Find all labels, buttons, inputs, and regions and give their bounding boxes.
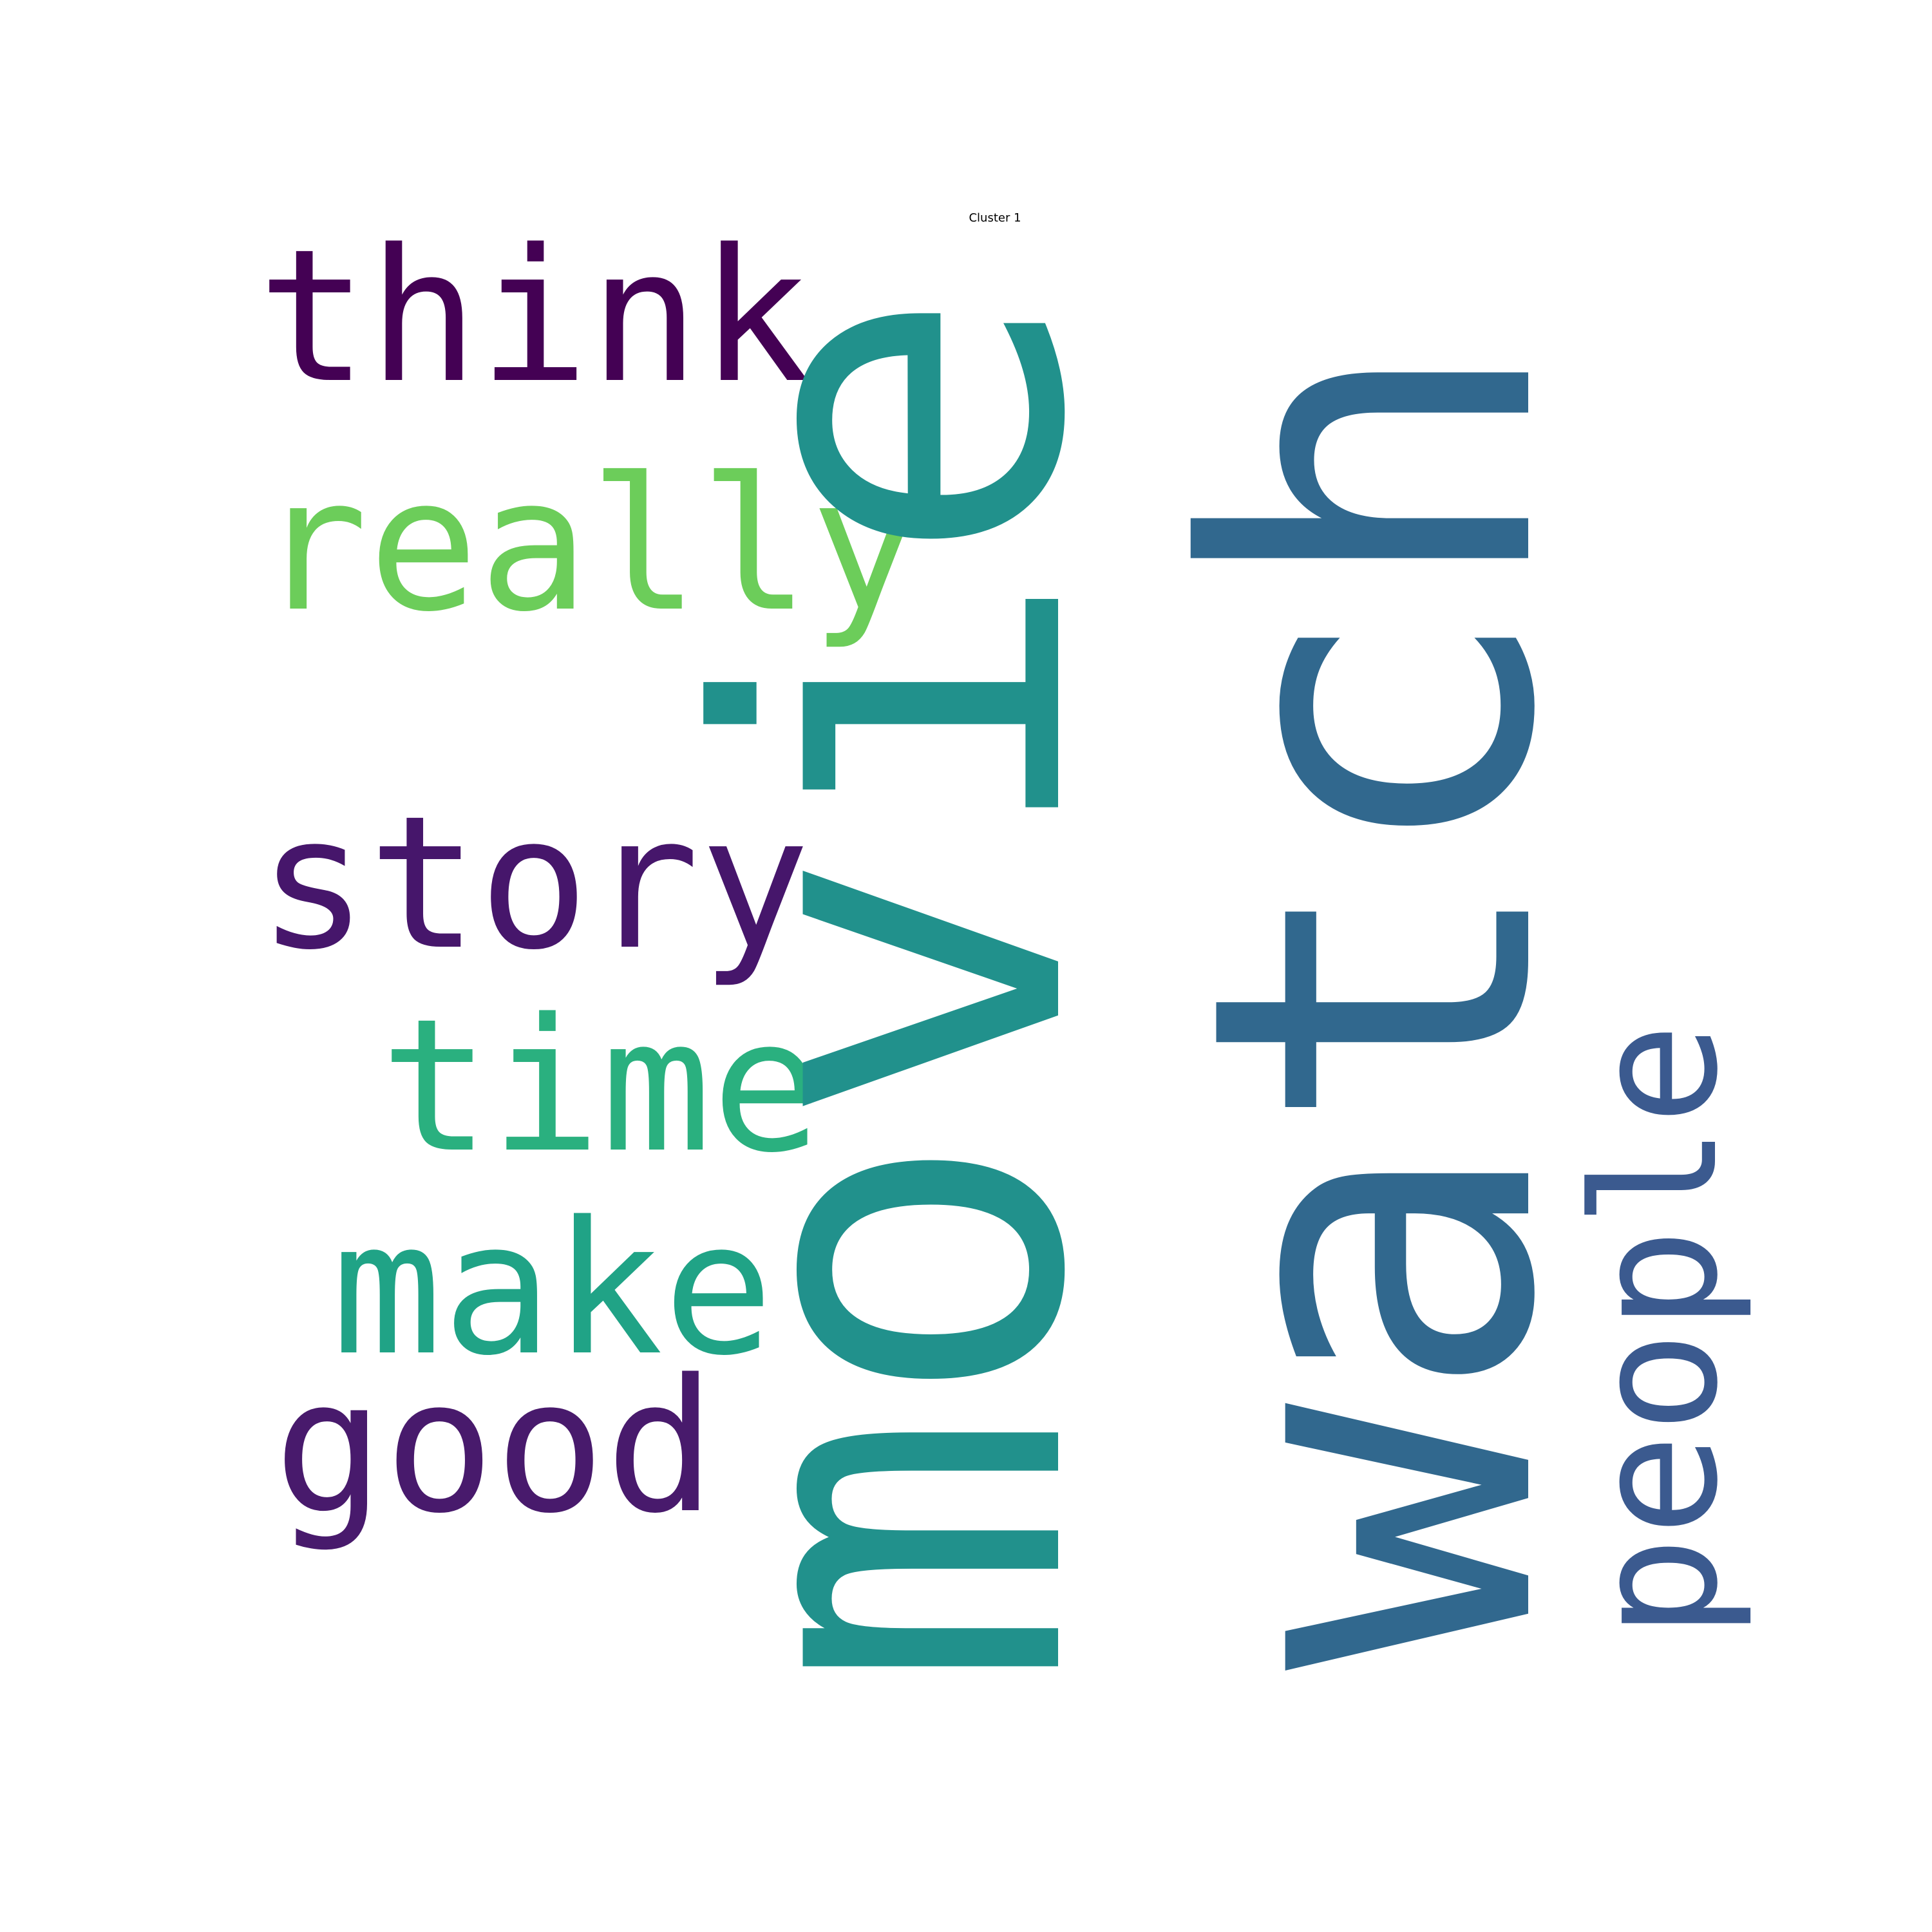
word-time: time [380, 980, 822, 1193]
word-movie: movie [625, 285, 1168, 1692]
word-really: really [258, 439, 921, 652]
word-watch: watch [1116, 332, 1633, 1671]
cloud-title: Cluster 1 [969, 211, 1021, 225]
word-story: story [258, 777, 810, 990]
word-people: people [1557, 1022, 1756, 1639]
word-make: make [332, 1182, 774, 1396]
word-good: good [274, 1340, 716, 1554]
word-think: think [258, 210, 810, 424]
